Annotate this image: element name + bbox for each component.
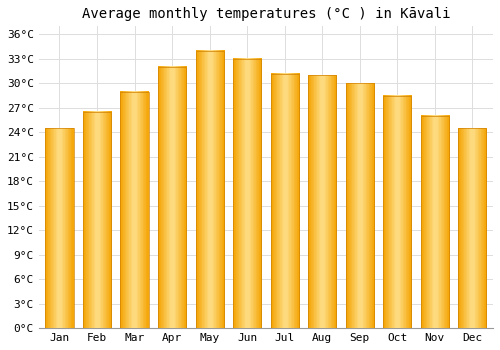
Bar	[83, 112, 111, 328]
Bar	[346, 83, 374, 328]
Bar	[158, 67, 186, 328]
Bar	[46, 128, 74, 328]
Bar	[196, 51, 224, 328]
Bar	[383, 96, 412, 328]
Bar	[270, 74, 299, 328]
Bar	[233, 59, 261, 328]
Title: Average monthly temperatures (°C ) in Kāvali: Average monthly temperatures (°C ) in Kā…	[82, 7, 450, 21]
Bar	[421, 116, 449, 328]
Bar	[458, 128, 486, 328]
Bar	[308, 75, 336, 328]
Bar	[120, 92, 148, 328]
